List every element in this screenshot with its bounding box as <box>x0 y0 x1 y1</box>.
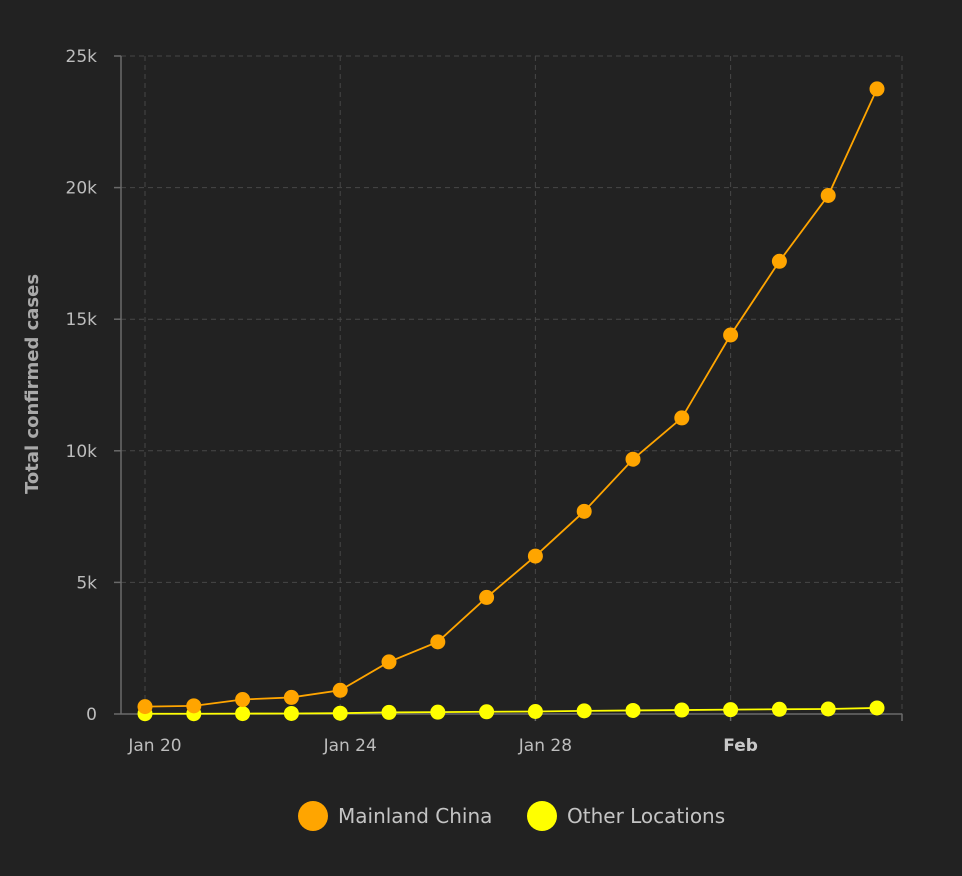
legend-label: Other Locations <box>567 804 725 828</box>
series-line <box>145 707 878 715</box>
data-point <box>576 703 592 719</box>
data-point <box>576 503 592 519</box>
data-point <box>771 253 787 269</box>
x-tick-label: Feb <box>723 736 758 756</box>
y-tick-labels: 0 5k 10k 15k 20k 25k <box>66 47 98 725</box>
data-point <box>820 187 836 203</box>
data-point <box>869 700 885 716</box>
data-point <box>137 699 153 715</box>
data-point <box>674 702 690 718</box>
axes <box>114 55 903 721</box>
data-point <box>723 702 739 718</box>
data-point <box>527 548 543 564</box>
data-point <box>723 327 739 343</box>
series-mainland-china <box>137 81 885 715</box>
data-point <box>283 689 299 705</box>
x-tick-label: Jan 20 <box>127 736 181 756</box>
data-point <box>625 702 641 718</box>
y-axis-label: Total confirmed cases <box>22 274 43 494</box>
y-tick-label: 5k <box>76 573 97 593</box>
data-point <box>381 704 397 720</box>
series <box>137 81 885 722</box>
data-point <box>527 703 543 719</box>
legend: Mainland China Other Locations <box>298 801 725 831</box>
data-point <box>479 704 495 720</box>
grid <box>121 55 903 714</box>
data-point <box>625 451 641 467</box>
x-tick-labels: Jan 20 Jan 24 Jan 28 Feb <box>127 736 758 756</box>
data-point <box>430 634 446 650</box>
series-other-locations <box>137 700 885 722</box>
data-point <box>332 682 348 698</box>
data-point <box>381 654 397 670</box>
data-point <box>235 692 251 708</box>
y-tick-label: 20k <box>66 179 98 199</box>
data-point <box>283 705 299 721</box>
legend-marker <box>527 801 557 831</box>
y-tick-label: 25k <box>66 47 98 67</box>
y-tick-label: 15k <box>66 310 98 330</box>
data-point <box>674 410 690 426</box>
series-line <box>144 88 878 708</box>
data-point <box>771 701 787 717</box>
y-tick-label: 0 <box>86 705 97 725</box>
legend-item: Other Locations <box>527 801 725 831</box>
legend-label: Mainland China <box>338 804 492 828</box>
y-tick-label: 10k <box>66 442 98 462</box>
legend-item: Mainland China <box>298 801 492 831</box>
x-tick-label: Jan 28 <box>518 736 572 756</box>
x-tick-label: Jan 24 <box>323 736 377 756</box>
legend-marker <box>298 801 328 831</box>
data-point <box>430 704 446 720</box>
data-point <box>186 698 202 714</box>
data-point <box>479 589 495 605</box>
data-point <box>820 701 836 717</box>
data-point <box>869 81 885 97</box>
data-point <box>332 705 348 721</box>
data-point <box>235 706 251 722</box>
